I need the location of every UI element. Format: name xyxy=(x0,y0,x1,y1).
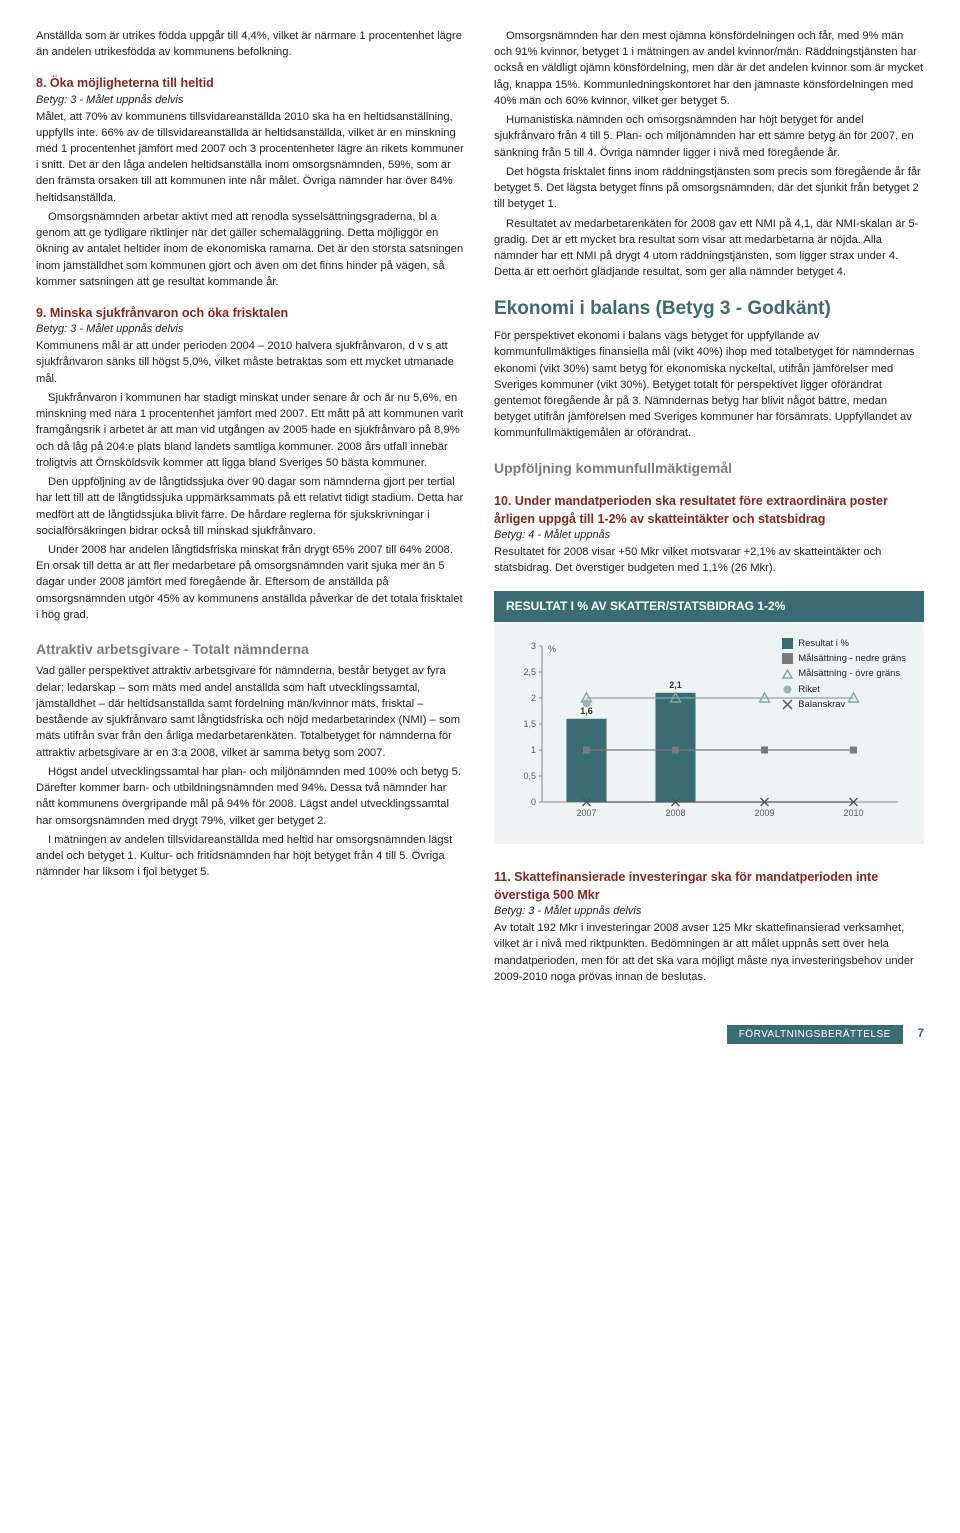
section-9-title: 9. Minska sjukfrånvaron och öka frisktal… xyxy=(36,304,466,322)
svg-text:0,5: 0,5 xyxy=(523,771,536,781)
page: Anställda som är utrikes födda uppgår ti… xyxy=(0,0,960,988)
para: Resultatet av medarbetarenkäten för 2008… xyxy=(494,216,924,281)
svg-text:2008: 2008 xyxy=(665,808,685,818)
subhead-uppfoljning: Uppföljning kommunfullmäktigemål xyxy=(494,458,924,478)
section-10-rating: Betyg: 4 - Målet uppnås xyxy=(494,528,924,544)
para: Sjukfrånvaron i kommunen har stadigt min… xyxy=(36,390,466,471)
page-footer: FÖRVALTNINGSBERÄTTELSE 7 xyxy=(0,1024,960,1056)
svg-text:2,5: 2,5 xyxy=(523,667,536,677)
para: Omsorgsnämnden har den mest ojämna könsf… xyxy=(494,28,924,109)
svg-text:2007: 2007 xyxy=(576,808,596,818)
para: Av totalt 192 Mkr i investeringar 2008 a… xyxy=(494,920,924,985)
legend-item: Resultat i % xyxy=(798,636,849,651)
left-column: Anställda som är utrikes födda uppgår ti… xyxy=(36,28,466,988)
para: För perspektivet ekonomi i balans vägs b… xyxy=(494,328,924,442)
chart-body: Resultat i % Målsättning - nedre gräns M… xyxy=(494,622,924,844)
para: Det högsta frisktalet finns inom räddnin… xyxy=(494,164,924,213)
section-11-rating: Betyg: 3 - Målet uppnås delvis xyxy=(494,904,924,920)
para: I mätningen av andelen tillsvidareanstäl… xyxy=(36,832,466,881)
para: Kommunens mål är att under perioden 2004… xyxy=(36,338,466,387)
svg-text:1,5: 1,5 xyxy=(523,719,536,729)
para: Omsorgsnämnden arbetar aktivt med att re… xyxy=(36,209,466,290)
para: Under 2008 har andelen långtidsfriska mi… xyxy=(36,542,466,623)
legend-item: Målsättning - nedre gräns xyxy=(798,651,906,666)
footer-label: FÖRVALTNINGSBERÄTTELSE xyxy=(727,1025,903,1044)
svg-text:%: % xyxy=(548,644,556,654)
para: Humanistiska nämnden och omsorgsnämnden … xyxy=(494,112,924,161)
svg-text:2009: 2009 xyxy=(754,808,774,818)
chart-legend: Resultat i % Målsättning - nedre gräns M… xyxy=(782,636,906,712)
svg-text:1,6: 1,6 xyxy=(580,706,593,716)
legend-item: Riket xyxy=(798,682,820,697)
svg-text:0: 0 xyxy=(531,797,536,807)
subhead-attraktiv: Attraktiv arbetsgivare - Totalt nämndern… xyxy=(36,639,466,659)
chart-resultat: RESULTAT I % AV SKATTER/STATSBIDRAG 1-2%… xyxy=(494,591,924,844)
heading-ekonomi: Ekonomi i balans (Betyg 3 - Godkänt) xyxy=(494,295,924,323)
page-number: 7 xyxy=(917,1026,924,1040)
para: Målet, att 70% av kommunens tillsvidarea… xyxy=(36,109,466,206)
para: Den uppföljning av de långtidssjuka över… xyxy=(36,474,466,539)
svg-text:2010: 2010 xyxy=(843,808,863,818)
para: Anställda som är utrikes födda uppgår ti… xyxy=(36,28,466,60)
chart-title: RESULTAT I % AV SKATTER/STATSBIDRAG 1-2% xyxy=(494,591,924,622)
para: Resultatet för 2008 visar +50 Mkr vilket… xyxy=(494,544,924,576)
section-8-title: 8. Öka möjligheterna till heltid xyxy=(36,74,466,92)
section-9-rating: Betyg: 3 - Målet uppnås delvis xyxy=(36,322,466,338)
legend-item: Balanskrav xyxy=(798,697,845,712)
svg-text:3: 3 xyxy=(531,641,536,651)
svg-text:2,1: 2,1 xyxy=(669,680,682,690)
right-column: Omsorgsnämnden har den mest ojämna könsf… xyxy=(494,28,924,988)
para: Vad gäller perspektivet attraktiv arbets… xyxy=(36,663,466,760)
section-10-title: 10. Under mandatperioden ska resultatet … xyxy=(494,492,924,528)
svg-text:2: 2 xyxy=(531,693,536,703)
section-8-rating: Betyg: 3 - Målet uppnås delvis xyxy=(36,93,466,109)
legend-item: Målsättning - övre gräns xyxy=(798,666,900,681)
para: Högst andel utvecklingssamtal har plan- … xyxy=(36,764,466,829)
section-11-title: 11. Skattefinansierade investeringar ska… xyxy=(494,868,924,904)
svg-text:1: 1 xyxy=(531,745,536,755)
